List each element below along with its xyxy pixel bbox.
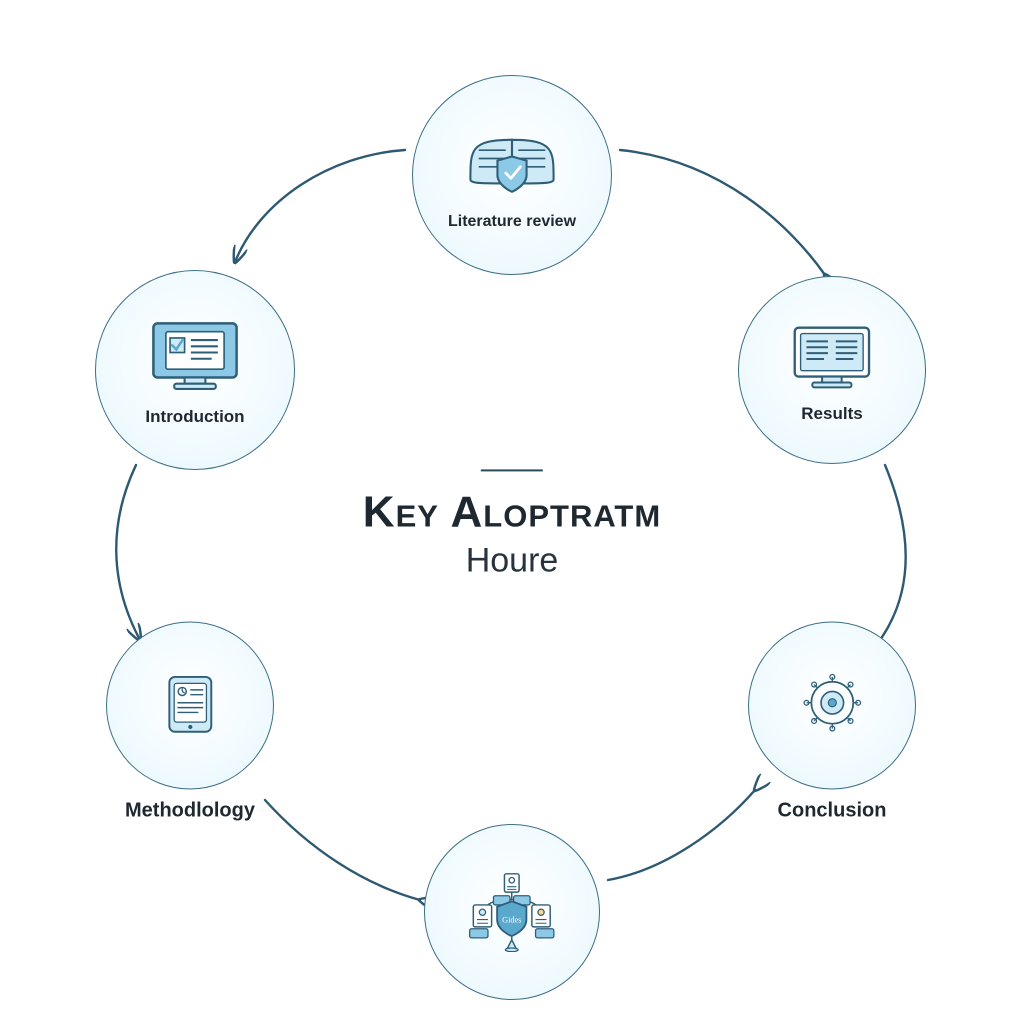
arrow-results-conclusion (880, 465, 906, 640)
svg-text:Gides: Gides (502, 915, 521, 924)
tablet-doc-icon (150, 670, 231, 741)
node-conclusion: Conclusion (748, 622, 916, 823)
book-shield-icon (460, 119, 564, 211)
center-rule (481, 469, 543, 471)
center-subtitle: Houre (363, 542, 661, 581)
arrow-literature-introduction (235, 150, 405, 262)
node-label: Literature review (448, 213, 576, 231)
arrow-analysis-conclusion (608, 790, 755, 880)
center-title-block: Key Aloptratm Houre (363, 469, 661, 580)
node-label: Results (801, 404, 862, 424)
node-circle: Results (738, 276, 926, 464)
diagram-canvas: Key Aloptratm Houre Literature review Re… (0, 0, 1024, 1024)
flow-shield-icon: Gides (466, 872, 558, 953)
node-circle (748, 622, 916, 790)
monitor-check-icon (143, 313, 247, 405)
node-methodology: Methodlology (106, 622, 274, 823)
node-circle: Literature review (412, 75, 612, 275)
node-label: Conclusion (748, 800, 916, 823)
node-label: Introduction (145, 407, 244, 427)
monitor-lines-icon (783, 316, 881, 402)
gear-badge-icon (792, 670, 873, 741)
arrow-literature-results (620, 150, 825, 275)
node-analysis: Gides (424, 824, 600, 1000)
center-title: Key Aloptratm (363, 489, 661, 535)
node-introduction: Introduction (95, 270, 295, 470)
arrow-methodology-analysis (265, 800, 420, 900)
node-literature: Literature review (412, 75, 612, 275)
node-results: Results (738, 276, 926, 464)
node-label: Methodlology (106, 800, 274, 823)
arrow-introduction-methodology (116, 465, 140, 640)
node-circle (106, 622, 274, 790)
node-circle: Gides (424, 824, 600, 1000)
node-circle: Introduction (95, 270, 295, 470)
